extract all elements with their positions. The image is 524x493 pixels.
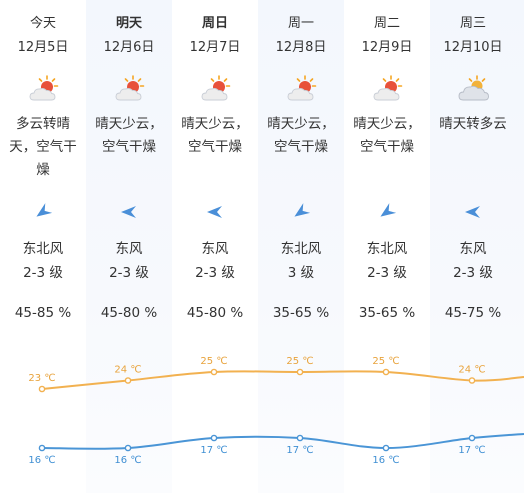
wind-direction: 东风 bbox=[459, 241, 487, 257]
wind-direction: 东北风 bbox=[22, 241, 64, 257]
day-column-3: 周一 12月8日 晴天少云，空气干燥 东北风 3 级 35-65 % bbox=[258, 0, 344, 493]
wind-direction-icon bbox=[465, 206, 480, 218]
day-name: 周三 bbox=[459, 16, 486, 31]
weather-description: 多云转晴天，空气干燥 bbox=[9, 116, 77, 178]
wind-direction-icon bbox=[380, 203, 397, 217]
weather-description: 晴天少云，空气干燥 bbox=[267, 116, 335, 155]
weather-description: 晴天少云，空气干燥 bbox=[95, 116, 163, 155]
humidity: 35-65 % bbox=[358, 305, 416, 321]
partly-cloudy-sun-icon bbox=[201, 75, 231, 101]
day-name: 周日 bbox=[201, 16, 228, 31]
wind-direction: 东风 bbox=[115, 241, 143, 257]
partly-cloudy-sun-icon bbox=[373, 75, 403, 101]
day-date: 12月10日 bbox=[443, 40, 503, 55]
humidity: 45-85 % bbox=[14, 305, 72, 321]
day-date: 12月6日 bbox=[103, 40, 155, 55]
weather-description: 晴天转多云 bbox=[439, 116, 507, 132]
day-date: 12月9日 bbox=[361, 40, 413, 55]
day-column-0: 今天 12月5日 多云转晴天，空气干燥 东北风 2-3 级 45-85 % bbox=[0, 0, 86, 493]
wind-direction-icon bbox=[294, 203, 311, 217]
day-column-4: 周二 12月9日 晴天少云，空气干燥 东北风 2-3 级 35-65 % bbox=[344, 0, 430, 493]
wind-direction-icon bbox=[207, 206, 222, 218]
day-name: 周二 bbox=[373, 16, 400, 31]
day-name: 周一 bbox=[287, 16, 314, 31]
wind-direction: 东风 bbox=[201, 241, 229, 257]
day-name: 明天 bbox=[115, 16, 142, 31]
wind-level: 2-3 级 bbox=[109, 265, 149, 281]
wind-level: 3 级 bbox=[287, 265, 315, 281]
wind-direction: 东北风 bbox=[280, 241, 322, 257]
humidity: 45-80 % bbox=[186, 305, 244, 321]
weather-description: 晴天少云，空气干燥 bbox=[353, 116, 421, 155]
humidity: 35-65 % bbox=[272, 305, 330, 321]
day-column-5: 周三 12月10日 晴天转多云 东风 2-3 级 45-75 % bbox=[430, 0, 524, 493]
humidity: 45-80 % bbox=[100, 305, 158, 321]
partly-cloudy-sun-icon bbox=[287, 75, 317, 101]
day-name: 今天 bbox=[29, 16, 56, 31]
partly-cloudy-sun-icon bbox=[29, 75, 59, 101]
weather-description: 晴天少云，空气干燥 bbox=[181, 116, 249, 155]
day-date: 12月7日 bbox=[189, 40, 241, 55]
wind-level: 2-3 级 bbox=[453, 265, 493, 281]
partly-cloudy-sun-icon bbox=[115, 75, 145, 101]
wind-level: 2-3 级 bbox=[23, 265, 63, 281]
wind-direction: 东北风 bbox=[366, 241, 408, 257]
wind-direction-icon bbox=[36, 203, 53, 217]
day-column-2: 周日 12月7日 晴天少云，空气干燥 东风 2-3 级 45-80 % bbox=[172, 0, 258, 493]
day-date: 12月8日 bbox=[275, 40, 327, 55]
humidity: 45-75 % bbox=[444, 305, 502, 321]
cloudy-sun-icon bbox=[458, 75, 489, 101]
wind-level: 2-3 级 bbox=[195, 265, 235, 281]
wind-direction-icon bbox=[121, 206, 136, 218]
wind-level: 2-3 级 bbox=[367, 265, 407, 281]
day-date: 12月5日 bbox=[17, 40, 69, 55]
day-column-1: 明天 12月6日 晴天少云，空气干燥 东风 2-3 级 45-80 % bbox=[86, 0, 172, 493]
